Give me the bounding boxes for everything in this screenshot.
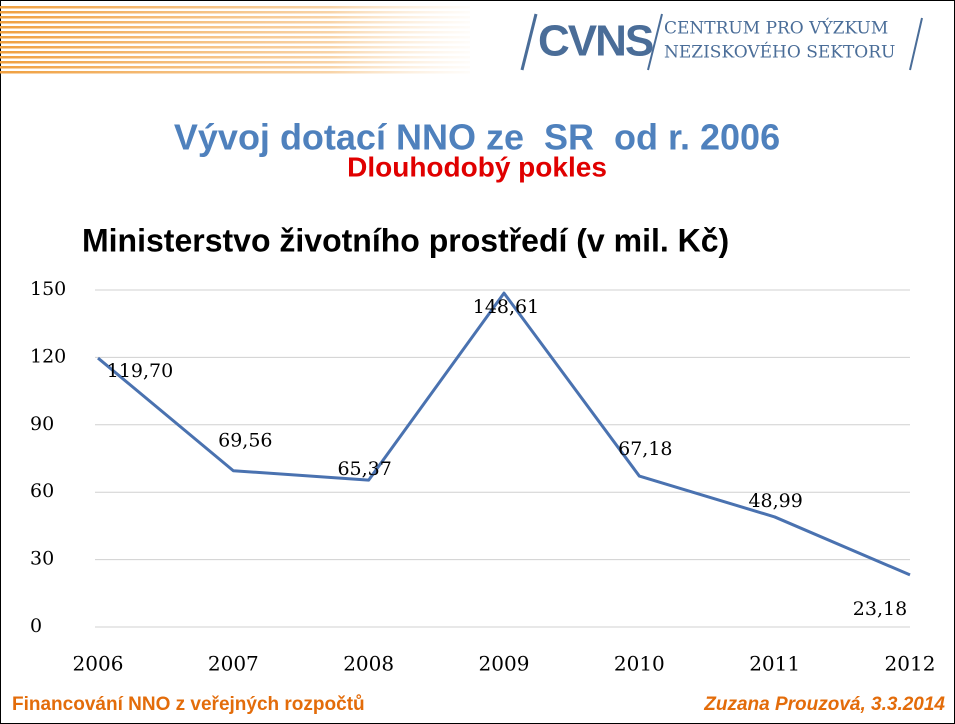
stripe xyxy=(0,66,470,69)
stripe xyxy=(0,26,470,29)
data-label: 119,70 xyxy=(107,360,173,382)
stripe xyxy=(0,41,470,44)
footer-left: Financování NNO z veřejných rozpočtů xyxy=(12,694,365,715)
stripe xyxy=(0,46,470,49)
slide-title: Vývoj dotací NNO ze SR od r. 2006 xyxy=(174,117,780,158)
stripe xyxy=(0,21,470,24)
data-label: 67,18 xyxy=(618,438,672,460)
data-label: 23,18 xyxy=(853,598,907,620)
x-tick-label: 2009 xyxy=(479,652,530,676)
logo-slash xyxy=(909,17,923,71)
y-tick-label: 30 xyxy=(30,548,54,570)
data-label: 69,56 xyxy=(218,430,272,452)
logo-slash xyxy=(647,13,663,71)
x-tick-label: 2008 xyxy=(343,652,394,676)
x-tick-label: 2012 xyxy=(885,652,936,676)
logo-mark: CVNS xyxy=(538,17,653,66)
slide-subtitle: Dlouhodobý pokles xyxy=(347,151,607,182)
x-tick-label: 2007 xyxy=(208,652,259,676)
header-stripes xyxy=(0,6,470,74)
y-tick-label: 0 xyxy=(30,615,42,637)
logo-line: CENTRUM PRO VÝZKUM xyxy=(664,18,888,39)
data-label: 65,37 xyxy=(337,458,391,480)
y-tick-label: 90 xyxy=(30,413,54,435)
stripe xyxy=(0,11,470,14)
y-tick-label: 60 xyxy=(30,480,54,502)
stripe xyxy=(0,31,470,34)
stripe xyxy=(0,6,470,9)
y-tick-label: 150 xyxy=(30,278,66,300)
logo-line: NEZISKOVÉHO SEKTORU xyxy=(664,42,895,63)
logo-slash xyxy=(520,13,538,71)
stripe xyxy=(0,16,470,19)
data-label: 48,99 xyxy=(748,490,802,512)
data-line xyxy=(97,291,911,577)
stripe xyxy=(0,61,470,64)
stripe xyxy=(0,51,470,54)
x-tick-label: 2010 xyxy=(614,652,665,676)
stripe xyxy=(0,71,470,74)
stripe xyxy=(0,56,470,59)
x-tick-label: 2011 xyxy=(749,652,800,676)
chart-title: Ministerstvo životního prostředí (v mil.… xyxy=(82,222,729,258)
stripe xyxy=(0,36,470,39)
y-tick-label: 120 xyxy=(30,345,66,367)
data-label: 148,61 xyxy=(473,296,539,318)
x-tick-label: 2006 xyxy=(73,652,124,676)
footer-right: Zuzana Prouzová, 3.3.2014 xyxy=(703,694,945,715)
